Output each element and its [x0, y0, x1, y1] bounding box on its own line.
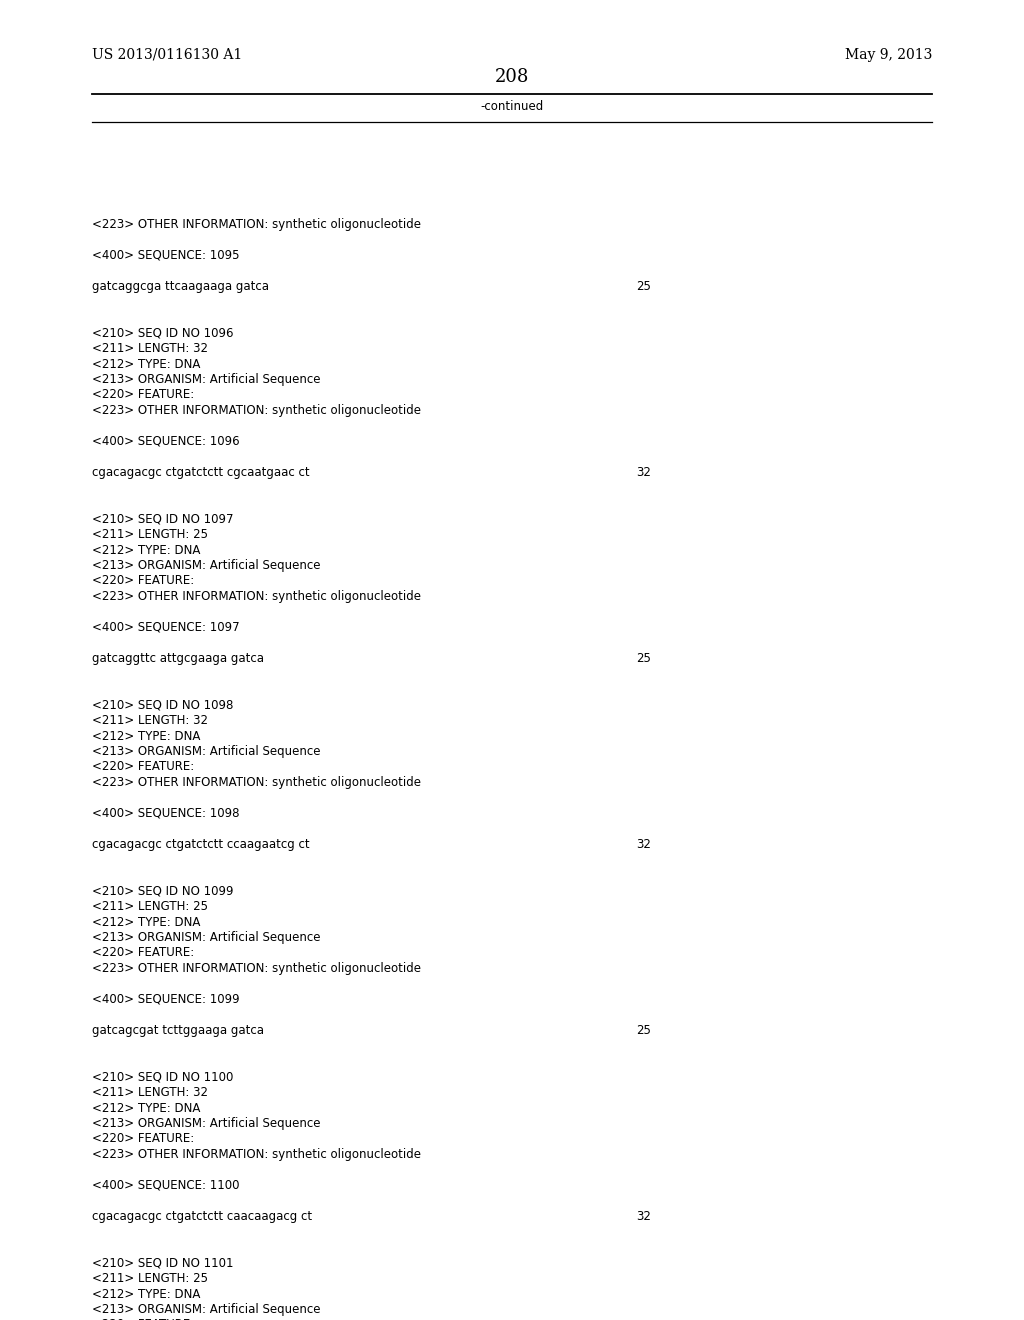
Text: 32: 32 — [636, 838, 651, 851]
Text: <211> LENGTH: 32: <211> LENGTH: 32 — [92, 342, 208, 355]
Text: <212> TYPE: DNA: <212> TYPE: DNA — [92, 1287, 201, 1300]
Text: 25: 25 — [636, 1024, 651, 1038]
Text: 32: 32 — [636, 466, 651, 479]
Text: <213> ORGANISM: Artificial Sequence: <213> ORGANISM: Artificial Sequence — [92, 744, 321, 758]
Text: <211> LENGTH: 25: <211> LENGTH: 25 — [92, 900, 208, 913]
Text: <213> ORGANISM: Artificial Sequence: <213> ORGANISM: Artificial Sequence — [92, 374, 321, 385]
Text: <210> SEQ ID NO 1101: <210> SEQ ID NO 1101 — [92, 1257, 233, 1270]
Text: <223> OTHER INFORMATION: synthetic oligonucleotide: <223> OTHER INFORMATION: synthetic oligo… — [92, 590, 421, 603]
Text: <220> FEATURE:: <220> FEATURE: — [92, 946, 195, 960]
Text: gatcaggttc attgcgaaga gatca: gatcaggttc attgcgaaga gatca — [92, 652, 264, 665]
Text: <223> OTHER INFORMATION: synthetic oligonucleotide: <223> OTHER INFORMATION: synthetic oligo… — [92, 218, 421, 231]
Text: <223> OTHER INFORMATION: synthetic oligonucleotide: <223> OTHER INFORMATION: synthetic oligo… — [92, 776, 421, 789]
Text: gatcagcgat tcttggaaga gatca: gatcagcgat tcttggaaga gatca — [92, 1024, 264, 1038]
Text: <210> SEQ ID NO 1096: <210> SEQ ID NO 1096 — [92, 326, 233, 339]
Text: <400> SEQUENCE: 1100: <400> SEQUENCE: 1100 — [92, 1179, 240, 1192]
Text: 25: 25 — [636, 652, 651, 665]
Text: <400> SEQUENCE: 1099: <400> SEQUENCE: 1099 — [92, 993, 240, 1006]
Text: <220> FEATURE:: <220> FEATURE: — [92, 760, 195, 774]
Text: cgacagacgc ctgatctctt cgcaatgaac ct: cgacagacgc ctgatctctt cgcaatgaac ct — [92, 466, 309, 479]
Text: <213> ORGANISM: Artificial Sequence: <213> ORGANISM: Artificial Sequence — [92, 1117, 321, 1130]
Text: <211> LENGTH: 25: <211> LENGTH: 25 — [92, 1272, 208, 1284]
Text: <400> SEQUENCE: 1098: <400> SEQUENCE: 1098 — [92, 807, 240, 820]
Text: <210> SEQ ID NO 1100: <210> SEQ ID NO 1100 — [92, 1071, 233, 1084]
Text: 32: 32 — [636, 1210, 651, 1224]
Text: 208: 208 — [495, 69, 529, 86]
Text: <400> SEQUENCE: 1095: <400> SEQUENCE: 1095 — [92, 249, 240, 261]
Text: <223> OTHER INFORMATION: synthetic oligonucleotide: <223> OTHER INFORMATION: synthetic oligo… — [92, 404, 421, 417]
Text: <212> TYPE: DNA: <212> TYPE: DNA — [92, 358, 201, 371]
Text: <211> LENGTH: 32: <211> LENGTH: 32 — [92, 714, 208, 727]
Text: -continued: -continued — [480, 100, 544, 114]
Text: <400> SEQUENCE: 1097: <400> SEQUENCE: 1097 — [92, 620, 240, 634]
Text: <212> TYPE: DNA: <212> TYPE: DNA — [92, 544, 201, 557]
Text: <210> SEQ ID NO 1098: <210> SEQ ID NO 1098 — [92, 698, 233, 711]
Text: <223> OTHER INFORMATION: synthetic oligonucleotide: <223> OTHER INFORMATION: synthetic oligo… — [92, 1148, 421, 1162]
Text: <220> FEATURE:: <220> FEATURE: — [92, 1319, 195, 1320]
Text: <220> FEATURE:: <220> FEATURE: — [92, 574, 195, 587]
Text: <212> TYPE: DNA: <212> TYPE: DNA — [92, 916, 201, 928]
Text: <223> OTHER INFORMATION: synthetic oligonucleotide: <223> OTHER INFORMATION: synthetic oligo… — [92, 962, 421, 975]
Text: <211> LENGTH: 32: <211> LENGTH: 32 — [92, 1086, 208, 1100]
Text: <212> TYPE: DNA: <212> TYPE: DNA — [92, 730, 201, 742]
Text: cgacagacgc ctgatctctt ccaagaatcg ct: cgacagacgc ctgatctctt ccaagaatcg ct — [92, 838, 309, 851]
Text: <213> ORGANISM: Artificial Sequence: <213> ORGANISM: Artificial Sequence — [92, 931, 321, 944]
Text: <210> SEQ ID NO 1099: <210> SEQ ID NO 1099 — [92, 884, 233, 898]
Text: May 9, 2013: May 9, 2013 — [845, 48, 932, 62]
Text: <220> FEATURE:: <220> FEATURE: — [92, 388, 195, 401]
Text: <213> ORGANISM: Artificial Sequence: <213> ORGANISM: Artificial Sequence — [92, 1303, 321, 1316]
Text: cgacagacgc ctgatctctt caacaagacg ct: cgacagacgc ctgatctctt caacaagacg ct — [92, 1210, 312, 1224]
Text: gatcaggcga ttcaagaaga gatca: gatcaggcga ttcaagaaga gatca — [92, 280, 269, 293]
Text: <220> FEATURE:: <220> FEATURE: — [92, 1133, 195, 1146]
Text: <212> TYPE: DNA: <212> TYPE: DNA — [92, 1101, 201, 1114]
Text: <210> SEQ ID NO 1097: <210> SEQ ID NO 1097 — [92, 512, 233, 525]
Text: <211> LENGTH: 25: <211> LENGTH: 25 — [92, 528, 208, 541]
Text: 25: 25 — [636, 280, 651, 293]
Text: <400> SEQUENCE: 1096: <400> SEQUENCE: 1096 — [92, 436, 240, 447]
Text: <213> ORGANISM: Artificial Sequence: <213> ORGANISM: Artificial Sequence — [92, 558, 321, 572]
Text: US 2013/0116130 A1: US 2013/0116130 A1 — [92, 48, 243, 62]
